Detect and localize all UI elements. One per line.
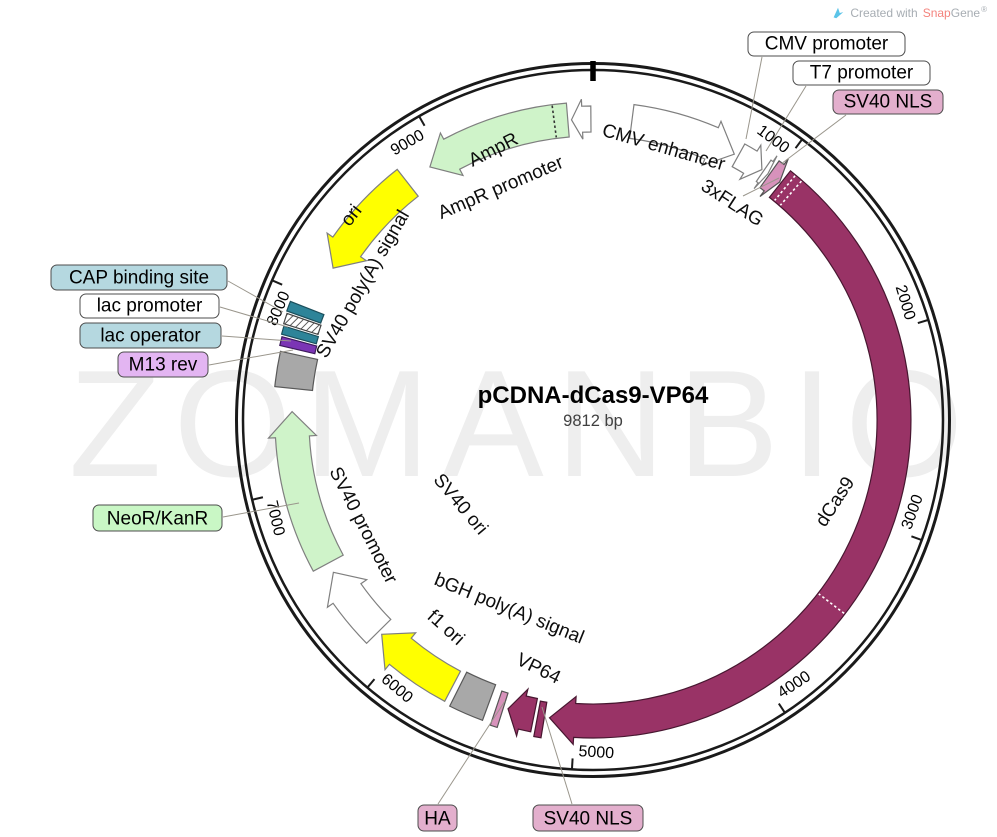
credit-brand-snap: Snap	[922, 6, 951, 20]
map-label-f1-ori[interactable]: f1 ori	[423, 606, 468, 650]
snapgene-logo-icon	[833, 7, 844, 18]
feature-lac-operator[interactable]	[280, 325, 320, 345]
feature-lac-promoter[interactable]	[282, 312, 322, 336]
callout-label-box	[792, 60, 931, 86]
snapgene-credit: Created with SnapGene®	[831, 5, 987, 20]
feature-sv40-nls-n[interactable]	[759, 158, 789, 197]
callout-line	[437, 700, 506, 805]
callout-line	[780, 114, 847, 165]
callout-label-box	[832, 89, 944, 115]
map-label-3xflag[interactable]: 3xFLAG	[697, 176, 767, 232]
watermark: ZOMANBIO	[69, 339, 976, 509]
callout-label-lac-operator[interactable]: lac operator	[79, 322, 222, 349]
feature-ampr-promoter[interactable]	[570, 98, 592, 140]
callout-label-m13-rev[interactable]: M13 rev	[117, 351, 209, 378]
callout-label-text: CMV promoter	[765, 34, 889, 55]
callout-label-box	[79, 322, 222, 349]
callout-label-box	[417, 804, 458, 832]
tick-mark	[251, 496, 264, 501]
callout-line	[219, 306, 289, 328]
callout-line	[745, 56, 763, 140]
callout-line	[541, 706, 573, 805]
feature-t7-promoter[interactable]	[753, 155, 778, 190]
callout-line	[221, 335, 292, 342]
tick-mark	[917, 318, 929, 324]
feature-sv40-nls-c[interactable]	[533, 700, 548, 739]
map-label-vp64[interactable]: VP64	[513, 649, 564, 688]
callout-label-box	[747, 31, 906, 57]
feature-bgh-polya[interactable]	[448, 671, 497, 722]
callout-line	[208, 349, 294, 366]
callout-label-text: SV40 NLS	[544, 809, 633, 830]
credit-text: Created with	[850, 5, 918, 20]
segment-separator	[774, 175, 796, 201]
callout-line	[222, 502, 300, 518]
tick-mark	[794, 138, 803, 149]
callout-label-text: CAP binding site	[69, 268, 209, 289]
tick-mark	[366, 678, 376, 689]
callout-label-text: T7 promoter	[810, 63, 914, 84]
callout-label-text: SV40 NLS	[844, 92, 933, 113]
callout-label-box	[50, 264, 228, 291]
plasmid-name: pCDNA-dCas9-VP64	[478, 382, 709, 409]
callout-label-box	[117, 351, 209, 378]
registered-mark: ®	[981, 5, 987, 14]
segment-separator	[551, 105, 558, 138]
feature-ampr[interactable]	[429, 102, 570, 177]
callout-label-cap-binding-site[interactable]: CAP binding site	[50, 264, 228, 291]
callout-label-text: lac operator	[100, 326, 201, 347]
callout-label-sv40-nls[interactable]: SV40 NLS	[532, 804, 644, 832]
callout-label-text: lac promoter	[97, 296, 203, 317]
tick-label: 5000	[578, 743, 615, 762]
callout-line	[765, 85, 807, 152]
callout-label-box	[79, 293, 220, 319]
callout-label-text: M13 rev	[129, 355, 198, 376]
callout-line	[227, 280, 284, 313]
feature-cmv-enhancer[interactable]	[628, 103, 736, 167]
callout-label-box	[92, 504, 223, 532]
callout-label-ha[interactable]: HA	[417, 804, 458, 832]
tick-mark	[418, 115, 426, 127]
feature-sv40-polya[interactable]	[274, 350, 319, 392]
tick-mark	[570, 758, 574, 770]
callout-label-lac-promoter[interactable]: lac promoter	[79, 293, 220, 319]
feature-dcas9[interactable]	[548, 169, 912, 746]
tick-label: 2000	[892, 283, 919, 322]
credit-brand-gene: Gene	[950, 6, 981, 20]
callout-label-box	[532, 804, 644, 832]
callout-label-neor-kanr[interactable]: NeoR/KanR	[92, 504, 223, 532]
plasmid-size: 9812 bp	[563, 412, 623, 430]
tick-mark	[271, 279, 283, 286]
callout-line	[742, 177, 780, 197]
segment-separator	[818, 593, 845, 615]
callout-label-t7-promoter[interactable]: T7 promoter	[792, 60, 931, 86]
callout-label-text: HA	[424, 809, 451, 830]
feature-neor-kanr[interactable]	[267, 410, 345, 573]
feature-cmv-promoter[interactable]	[731, 143, 763, 181]
feature-sv40-promoter[interactable]	[326, 571, 392, 645]
callout-label-sv40-nls[interactable]: SV40 NLS	[832, 89, 944, 115]
tick-mark	[911, 535, 923, 542]
feature-f1-ori[interactable]	[381, 632, 462, 703]
callout-label-cmv-promoter[interactable]: CMV promoter	[747, 31, 906, 57]
tick-mark	[777, 702, 786, 714]
feature-vp64[interactable]	[507, 687, 539, 739]
callout-label-text: NeoR/KanR	[107, 509, 208, 530]
feature-cap-binding-site[interactable]	[286, 300, 325, 324]
feature-ori[interactable]	[326, 168, 420, 269]
segment-separator	[779, 180, 802, 206]
